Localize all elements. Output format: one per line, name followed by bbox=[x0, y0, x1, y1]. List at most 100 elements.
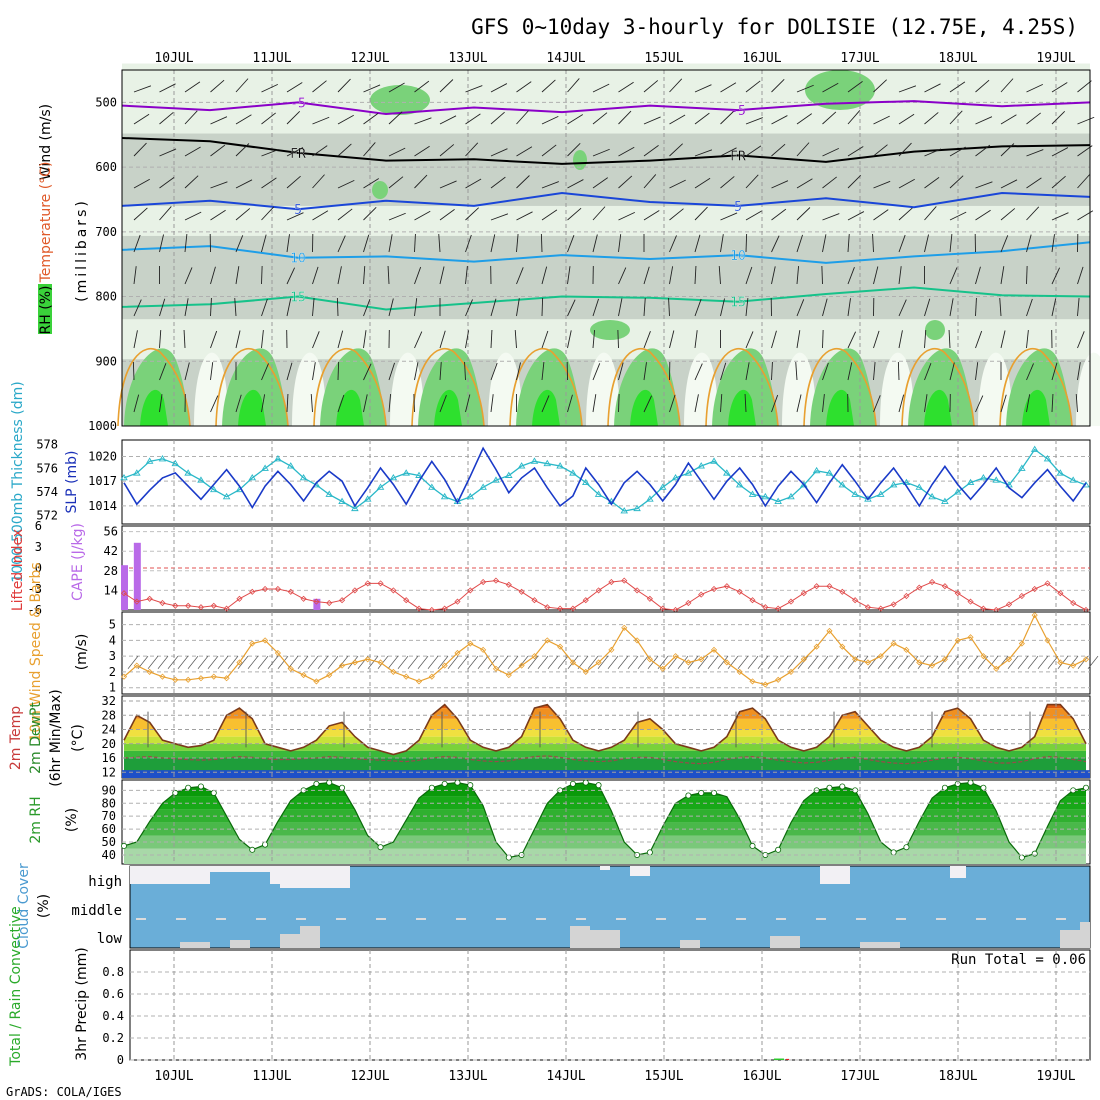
rh-patch bbox=[805, 70, 875, 110]
wind-barb bbox=[567, 235, 575, 253]
wind-barb bbox=[261, 149, 279, 157]
wind10m-marker bbox=[826, 627, 833, 634]
date-label-bottom: 15JUL bbox=[644, 1069, 683, 1084]
wind-barb bbox=[133, 178, 150, 189]
wind-barb bbox=[975, 79, 990, 93]
wind-barb bbox=[744, 394, 747, 413]
wind10m-barb-hatch bbox=[1037, 655, 1049, 669]
wind-barb bbox=[133, 330, 138, 349]
wind-barb bbox=[618, 81, 634, 93]
wind10m-marker bbox=[864, 659, 872, 666]
rh-patch bbox=[590, 320, 630, 340]
thickness-marker bbox=[941, 497, 949, 504]
wind10m-barb-hatch bbox=[127, 655, 139, 669]
wind-barb bbox=[541, 79, 556, 93]
wind-barb bbox=[414, 210, 431, 221]
wind-barb bbox=[261, 112, 276, 125]
wind10m-barb-hatch bbox=[387, 655, 399, 669]
wind-barb bbox=[618, 146, 635, 157]
wind-barb bbox=[694, 234, 701, 253]
wind-barb bbox=[133, 234, 141, 253]
isotherm-20c-contour bbox=[607, 347, 681, 427]
wind10m-marker bbox=[1057, 659, 1064, 666]
wind-barb bbox=[465, 234, 472, 253]
wind-barb bbox=[669, 330, 675, 349]
wind-barb bbox=[975, 209, 991, 221]
wind10m-marker bbox=[467, 640, 474, 647]
wind-barb bbox=[847, 81, 863, 93]
cape-grid: 6 3 0 -3 -6 14 28 42 56 bbox=[28, 519, 1090, 617]
wind-barb bbox=[592, 298, 599, 317]
thickness-marker bbox=[581, 478, 590, 486]
wind-barb bbox=[235, 330, 241, 349]
thickness-marker bbox=[812, 466, 821, 474]
lifted-index-marker bbox=[377, 580, 384, 587]
precip-convective-bar bbox=[786, 1058, 789, 1060]
wind-barb bbox=[796, 394, 802, 413]
wind-barb bbox=[1000, 208, 1016, 221]
wind-barb bbox=[184, 81, 201, 93]
wind10m-marker bbox=[249, 640, 256, 647]
wind-barb bbox=[795, 362, 798, 381]
lifted-index-marker bbox=[852, 597, 859, 604]
wind-barb bbox=[1000, 394, 1007, 413]
wind-barb bbox=[516, 211, 533, 221]
wind-barb bbox=[516, 146, 533, 157]
wind-barb bbox=[873, 180, 891, 189]
wind10m-barb-hatch bbox=[887, 655, 899, 669]
wind10m-barb-hatch bbox=[1017, 655, 1029, 669]
date-label-top: 14JUL bbox=[546, 51, 585, 66]
thickness-marker bbox=[1030, 445, 1039, 452]
wind-barb bbox=[694, 298, 702, 317]
rh-dry-pocket bbox=[194, 352, 228, 426]
isotherm-20c-contour bbox=[803, 347, 877, 427]
pressure-ticks: 500 600 700 800 900 1000 bbox=[88, 95, 117, 433]
lifted-index-marker bbox=[492, 577, 500, 584]
wind-barb bbox=[720, 111, 734, 125]
wind10m-barb-hatch bbox=[417, 655, 429, 669]
rh-dry-pocket bbox=[684, 352, 718, 426]
precip-tick-label: 0 bbox=[117, 1053, 124, 1067]
wind-barb bbox=[949, 110, 963, 125]
wind-barb bbox=[159, 83, 176, 93]
wind-barb bbox=[745, 117, 763, 125]
lifted-index-marker bbox=[120, 590, 128, 597]
wind-barb bbox=[439, 266, 445, 285]
lifted-index-marker bbox=[518, 588, 525, 595]
wind10m-marker bbox=[428, 673, 435, 680]
wind-barb bbox=[1000, 235, 1009, 253]
wind10m-barb-hatch bbox=[807, 655, 819, 669]
wind10m-barb-hatch bbox=[677, 655, 689, 669]
wind-barb bbox=[133, 266, 137, 285]
wind-barb bbox=[592, 234, 598, 253]
rh2m-marker bbox=[685, 792, 692, 799]
wind-barb bbox=[618, 175, 633, 189]
wind-barb bbox=[388, 147, 406, 157]
wind-barb bbox=[337, 78, 351, 93]
lifted-index-tick-label: -6 bbox=[28, 603, 42, 617]
isotherm-20c-contour bbox=[117, 347, 191, 427]
wind10m-barb-hatch bbox=[627, 655, 639, 669]
wind-barb bbox=[261, 265, 263, 285]
wind10m-barb-hatch bbox=[727, 655, 739, 669]
wind10m-marker bbox=[954, 637, 961, 644]
wind-barb bbox=[438, 234, 441, 253]
wind10m-barb-hatch bbox=[557, 655, 569, 669]
wind-barb bbox=[771, 235, 780, 253]
wind-barb bbox=[617, 329, 619, 349]
lifted-index-marker bbox=[582, 597, 589, 604]
wind-barb bbox=[514, 330, 517, 349]
thickness-marker bbox=[402, 469, 410, 476]
rh2m-marker bbox=[197, 783, 204, 790]
wind-barb bbox=[847, 331, 857, 349]
lifted-index-marker bbox=[1070, 599, 1077, 607]
wind-barb bbox=[771, 78, 785, 93]
wind10m-barb-hatch bbox=[907, 655, 919, 669]
thickness-marker bbox=[774, 497, 782, 504]
thickness-marker bbox=[184, 469, 192, 476]
wind10m-barb-hatch bbox=[857, 655, 869, 669]
wind-barb bbox=[133, 207, 148, 221]
wind-barb bbox=[235, 179, 253, 189]
thickness-marker bbox=[517, 462, 526, 469]
